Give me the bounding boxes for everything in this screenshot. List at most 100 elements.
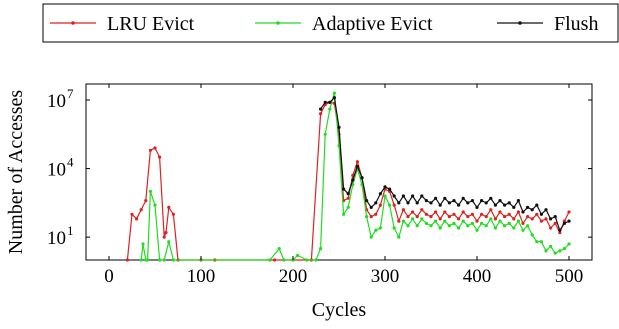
data-point [447,215,451,219]
data-point [512,226,516,230]
data-point [153,146,157,150]
data-point [342,212,346,216]
data-point [470,221,474,225]
data-point [139,208,143,212]
y-tick-exponent: 4 [67,155,74,170]
data-point [434,210,438,214]
data-point [498,219,502,223]
legend-label: Adaptive Evict [312,13,433,35]
data-point [415,224,419,228]
data-point [374,201,378,205]
data-point [562,219,567,223]
data-point [164,231,168,235]
data-point [549,244,553,248]
data-point [443,196,447,200]
data-point [558,231,562,235]
data-point [489,196,493,200]
data-point [332,91,336,95]
data-point [125,258,129,262]
data-point [153,203,157,207]
data-point [461,196,465,200]
data-point [429,224,433,228]
data-point [360,176,364,180]
data-point [553,251,557,255]
data-point [296,253,300,257]
data-point [374,228,378,232]
data-point [355,160,359,164]
data-point [420,217,424,221]
data-point [406,215,410,219]
data-point [141,242,145,246]
x-axis: 0 100 200 300 400 500 [104,84,583,287]
data-point [539,240,544,244]
data-point [369,205,373,209]
series-flush [319,96,571,232]
data-point [516,199,521,203]
data-point [171,212,175,216]
data-point [411,194,415,198]
data-point [401,219,405,223]
data-point [314,258,318,262]
data-point [130,212,134,216]
series-adaptive-evict [139,91,571,262]
data-point [489,217,493,221]
data-point [369,235,373,239]
data-point [305,258,309,262]
x-tick-label: 0 [104,266,114,287]
data-point [392,226,396,230]
y-tick-label: 10 [47,160,66,181]
data-point [424,199,428,203]
data-point [544,249,548,253]
data-point [562,221,567,225]
data-point [383,194,387,198]
data-point [558,228,562,232]
data-point [392,194,396,198]
data-point [553,221,557,225]
data-point [526,224,530,228]
data-point [457,203,461,207]
data-point [549,217,553,221]
legend-swatch-marker [276,21,280,25]
data-point [461,219,465,223]
data-point [374,212,378,216]
x-tick-label: 400 [463,266,492,287]
data-point [438,203,442,207]
data-point [480,221,484,225]
y-tick-label: 10 [47,91,66,112]
legend-swatch-marker [71,21,75,25]
data-point [415,215,419,219]
x-tick-label: 300 [371,266,400,287]
data-point [470,199,474,203]
data-point [148,189,152,193]
data-point [567,210,571,214]
data-point [135,217,139,221]
data-point [480,212,484,216]
data-point [516,210,521,214]
data-point [406,224,410,228]
y-tick-base: 10 [47,160,66,181]
data-point [323,132,327,136]
data-point [461,210,465,214]
data-point [351,178,355,182]
data-point [167,240,171,244]
data-point [420,208,424,212]
data-point [466,215,470,219]
data-point [277,247,281,251]
data-point [158,155,162,159]
data-point [319,112,323,116]
data-point [328,107,332,111]
data-point [493,226,497,230]
legend-item: LRU Evict [50,13,195,35]
x-tick-label: 200 [279,266,308,287]
legend-label: LRU Evict [107,13,195,35]
data-point [493,203,497,207]
data-point [378,203,382,207]
data-point [328,100,332,104]
data-point [475,228,479,232]
data-point [162,258,166,262]
data-point [378,226,382,230]
data-point [452,212,456,216]
data-point [388,187,392,191]
x-tick-label: 100 [187,266,216,287]
y-tick-label: 10 [47,228,66,249]
